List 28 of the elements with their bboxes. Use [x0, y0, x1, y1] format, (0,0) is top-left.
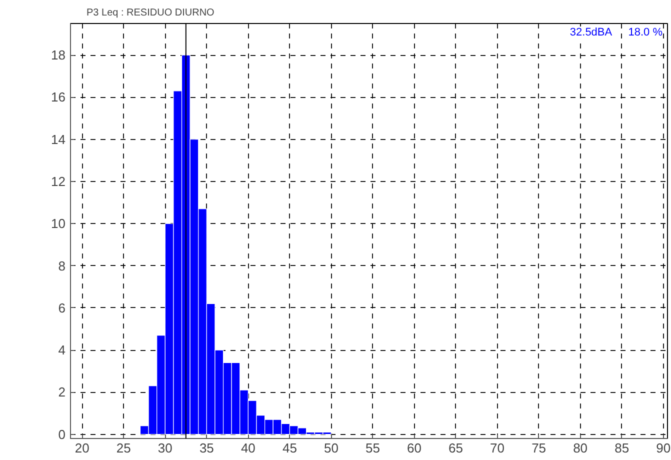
- y-tick-label: 12: [51, 174, 66, 189]
- x-tick-label: 45: [282, 440, 297, 456]
- y-tick-label: 16: [51, 90, 66, 105]
- x-tick-label: 80: [573, 440, 588, 456]
- x-tick-label: 20: [74, 440, 90, 456]
- x-tick-label: 25: [116, 440, 131, 456]
- chart-title: P3 Leq : RESIDUO DIURNO: [86, 8, 215, 18]
- x-tick-label: 50: [324, 440, 338, 456]
- y-tick-label: 8: [58, 258, 66, 274]
- x-tick-label: 65: [448, 440, 464, 456]
- y-tick-label: 18: [51, 48, 66, 63]
- x-tick-label: 75: [532, 440, 546, 456]
- y-tick-label: 2: [58, 384, 66, 400]
- x-tick-label: 60: [407, 440, 422, 456]
- annotation: 18.0 %: [628, 26, 663, 38]
- x-tick-label: 40: [240, 440, 256, 456]
- x-tick-label: 90: [656, 440, 671, 456]
- x-tick-label: 30: [158, 440, 172, 456]
- x-tick-label: 85: [614, 440, 630, 456]
- y-tick-label: 0: [58, 426, 66, 442]
- y-tick-label: 14: [51, 132, 66, 147]
- y-tick-label: 10: [51, 216, 66, 232]
- y-tick-label: 6: [58, 300, 66, 316]
- x-tick-label: 35: [199, 440, 214, 456]
- y-tick-label: 4: [58, 342, 66, 358]
- annotation: 32.5dBA: [570, 26, 613, 38]
- x-tick-label: 70: [490, 440, 505, 456]
- x-tick-label: 55: [366, 440, 380, 456]
